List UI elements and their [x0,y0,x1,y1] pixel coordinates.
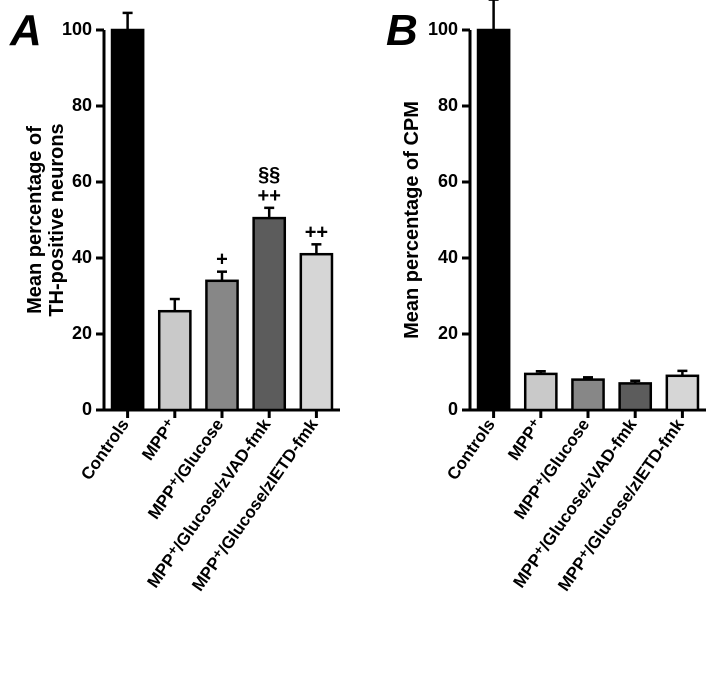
bar [254,218,285,410]
y-tick-label: 80 [72,95,92,115]
x-category-label: Controls [77,415,133,483]
bar [206,281,237,410]
x-category-label: Controls [443,415,499,483]
bar [667,376,698,410]
y-axis-title: Mean percentage ofTH-positive neurons [24,123,68,316]
bar [620,383,651,410]
bar [478,30,509,410]
y-tick-label: 100 [428,19,458,39]
y-tick-label: 0 [82,399,92,419]
y-tick-label: 60 [72,171,92,191]
x-category-label: MPP⁺ [138,415,180,463]
y-tick-label: 100 [62,19,92,39]
y-tick-label: 40 [72,247,92,267]
bar [301,254,332,410]
panel-label-b: B [386,6,418,56]
y-tick-label: 20 [438,323,458,343]
y-tick-label: 20 [72,323,92,343]
panel-label-a: A [10,6,42,56]
significance-marker: + [216,249,228,271]
y-tick-label: 80 [438,95,458,115]
bar [112,30,143,410]
bar [525,374,556,410]
significance-marker: ++ [258,185,281,207]
significance-marker: §§ [258,164,280,186]
y-axis-title: Mean percentage of CPM [401,101,423,339]
x-category-label: MPP⁺ [504,415,546,463]
bar [572,380,603,410]
y-tick-label: 0 [448,399,458,419]
y-tick-label: 40 [438,247,458,267]
y-tick-label: 60 [438,171,458,191]
significance-marker: ++ [305,221,328,243]
bar [159,311,190,410]
